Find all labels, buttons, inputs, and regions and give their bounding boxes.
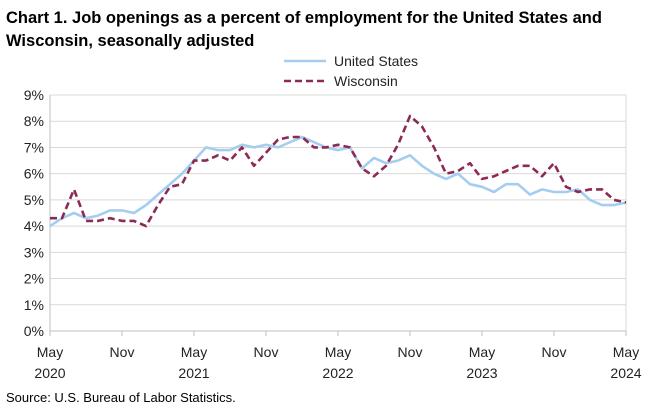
grid-lines bbox=[50, 94, 626, 306]
x-tick-month: May bbox=[181, 344, 207, 360]
x-tick-month: May bbox=[469, 344, 495, 360]
legend: United States Wisconsin bbox=[284, 53, 418, 89]
x-tick-year: 2020 bbox=[34, 365, 65, 381]
y-tick-label: 7% bbox=[24, 139, 44, 155]
y-tick-label: 8% bbox=[24, 113, 44, 129]
y-tick-label: 4% bbox=[24, 218, 44, 234]
x-tick-month: May bbox=[37, 344, 63, 360]
series-line-wisconsin bbox=[50, 114, 627, 228]
y-tick-label: 5% bbox=[24, 192, 44, 208]
x-tick-month: May bbox=[325, 344, 351, 360]
x-tick-year: 2023 bbox=[466, 365, 497, 381]
source-note: Source: U.S. Bureau of Labor Statistics. bbox=[6, 390, 236, 405]
series-line-united-states bbox=[49, 135, 627, 228]
x-tick-month: May bbox=[613, 344, 639, 360]
x-tick-month: Nov bbox=[254, 344, 279, 360]
y-tick-label: 6% bbox=[24, 166, 44, 182]
legend-label: Wisconsin bbox=[334, 73, 398, 89]
y-tick-label: 1% bbox=[24, 297, 44, 313]
series-lines bbox=[49, 114, 627, 228]
legend-label: United States bbox=[334, 53, 418, 69]
x-tick-year: 2022 bbox=[322, 365, 353, 381]
x-tick-year: 2024 bbox=[610, 365, 641, 381]
x-tick-month: Nov bbox=[398, 344, 423, 360]
x-tick-year: 2021 bbox=[178, 365, 209, 381]
axes bbox=[49, 94, 627, 332]
y-tick-label: 0% bbox=[24, 323, 44, 339]
y-tick-label: 9% bbox=[24, 87, 44, 103]
y-tick-label: 2% bbox=[24, 271, 44, 287]
x-axis-ticks: May 2020 Nov May 2021 Nov May 2022 Nov May 2023 Nov… bbox=[34, 331, 642, 381]
y-axis-ticks: 0% 1% 2% 3% 4% 5% 6% 7% 8% 9% bbox=[24, 87, 44, 339]
x-tick-month: Nov bbox=[110, 344, 135, 360]
x-tick-month: Nov bbox=[542, 344, 567, 360]
y-tick-label: 3% bbox=[24, 244, 44, 260]
chart-title: Chart 1. Job openings as a percent of em… bbox=[6, 9, 602, 50]
